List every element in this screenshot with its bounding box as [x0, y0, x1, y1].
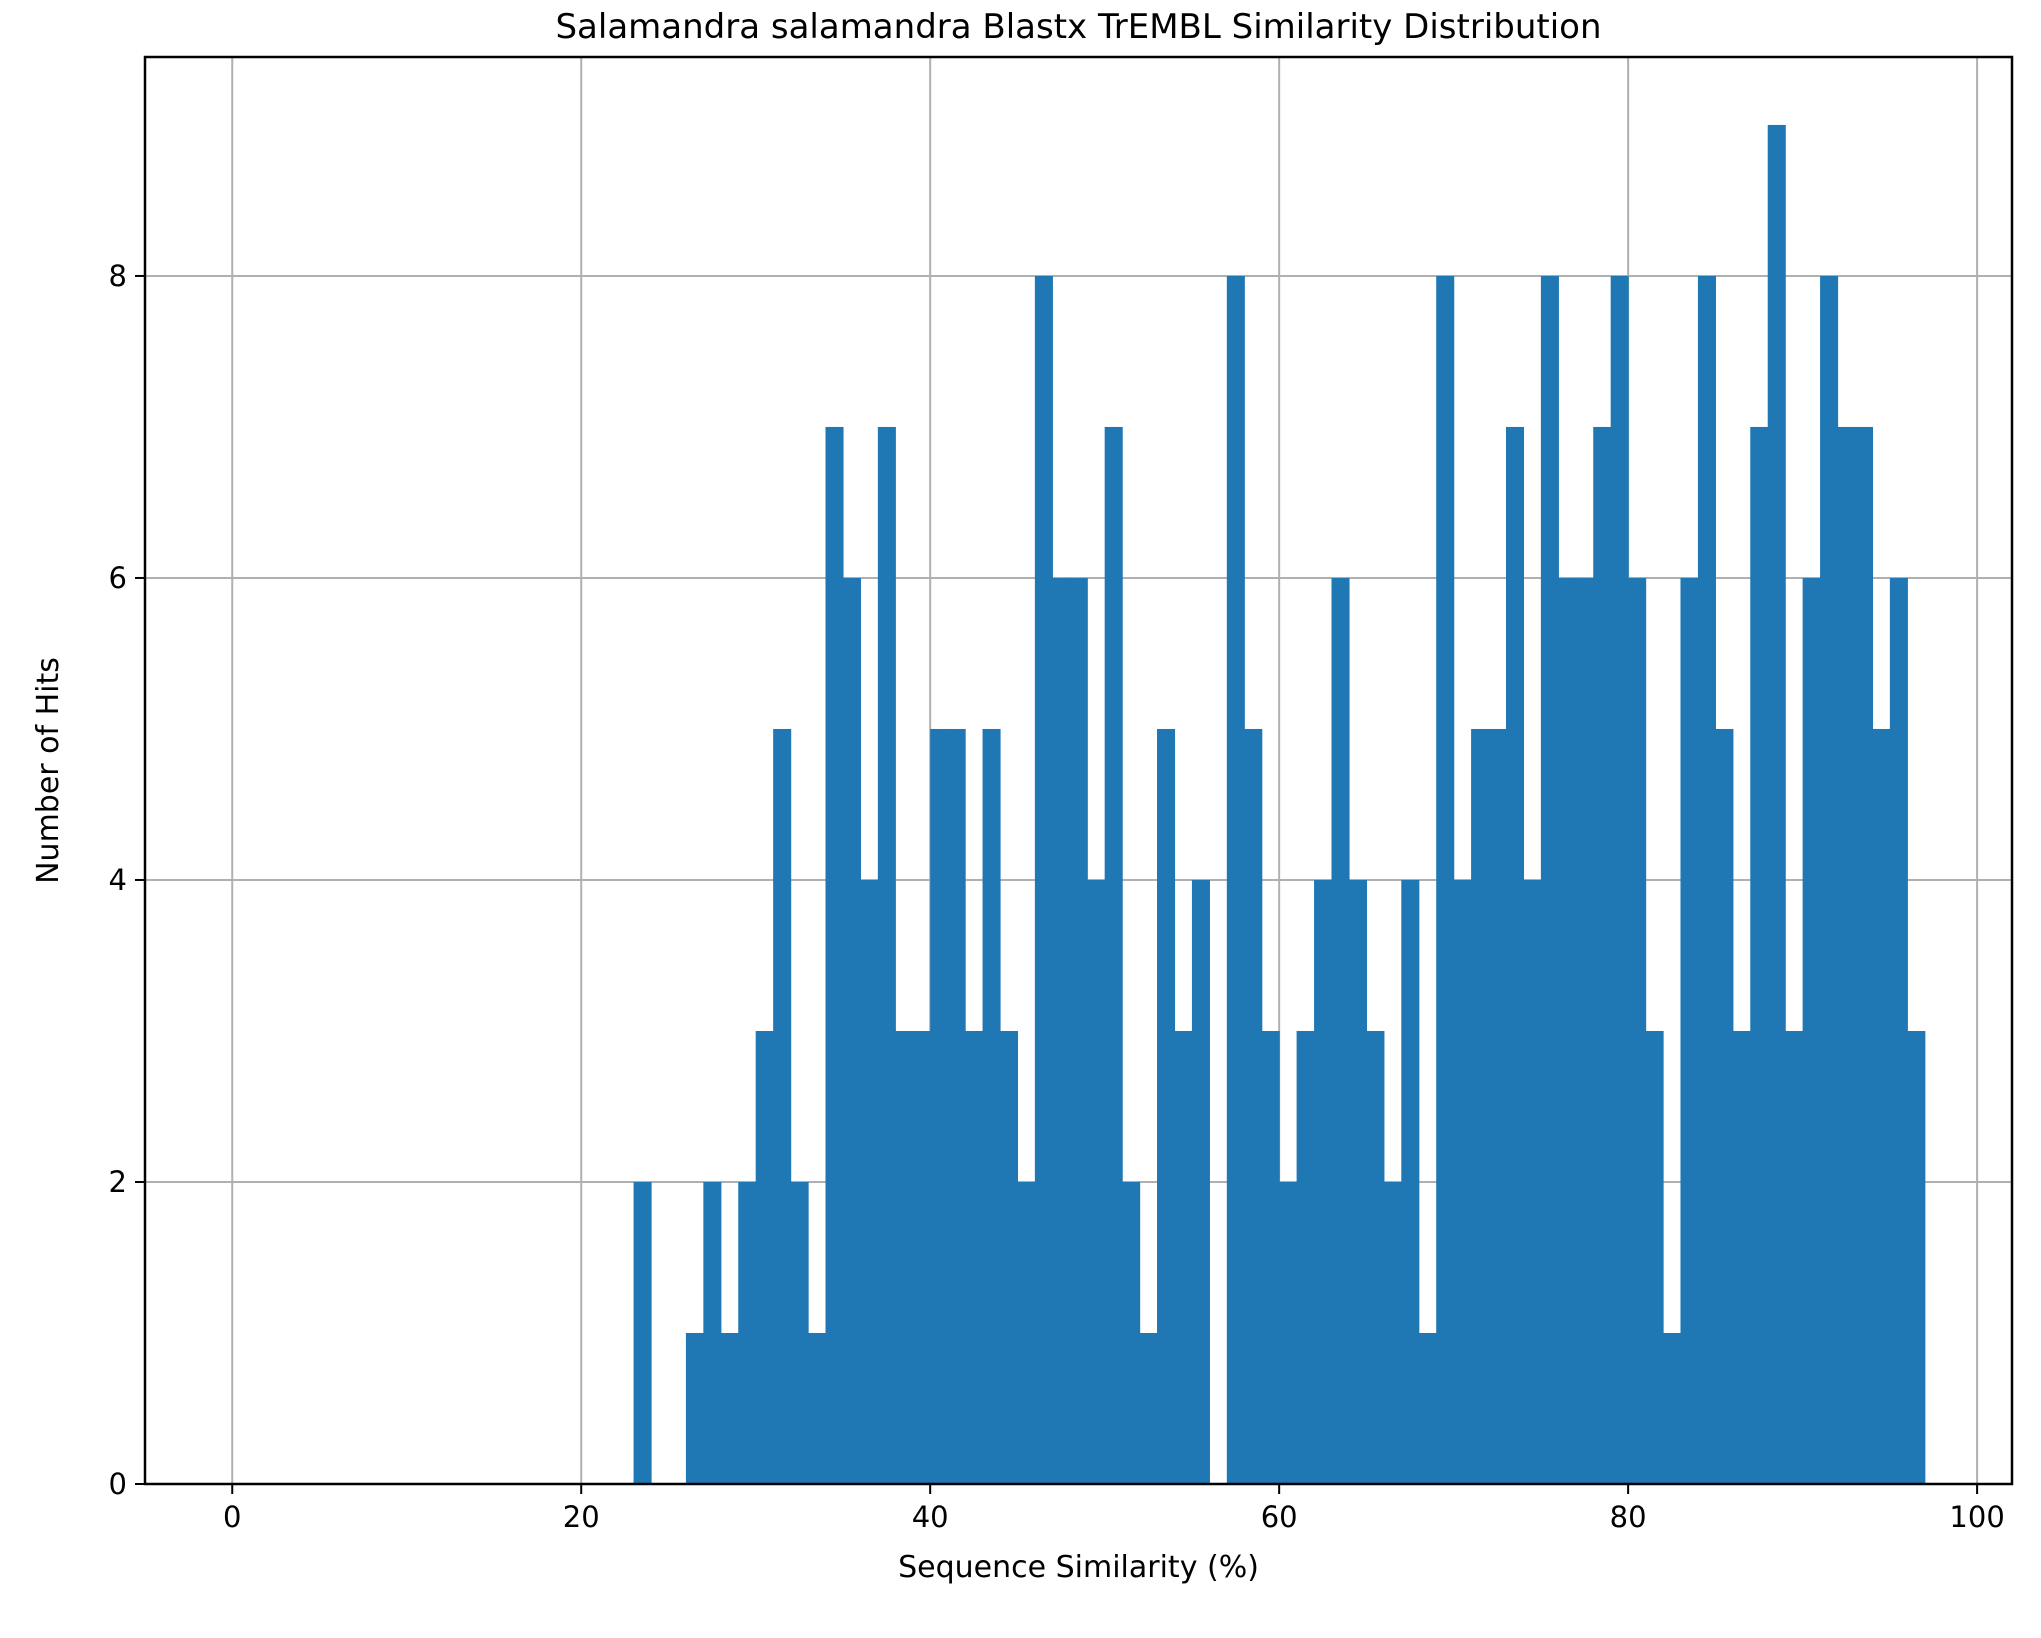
histogram-bar — [895, 1030, 914, 1484]
histogram-bar — [1331, 577, 1350, 1484]
y-tick-label: 8 — [109, 259, 127, 293]
x-tick-label: 80 — [1610, 1500, 1647, 1534]
bars-group — [633, 124, 1926, 1485]
histogram-bar — [1785, 1030, 1804, 1484]
histogram-bar — [1052, 577, 1071, 1484]
histogram-bar — [1732, 1030, 1751, 1484]
histogram-bar — [1523, 879, 1542, 1484]
y-tick-label: 4 — [109, 863, 127, 897]
histogram-bar — [1087, 879, 1106, 1484]
histogram-bar — [1244, 728, 1263, 1484]
histogram-bar — [1610, 275, 1629, 1485]
chart-title: Salamandra salamandra Blastx TrEMBL Simi… — [555, 7, 1601, 47]
histogram-bar — [1488, 728, 1507, 1484]
histogram-bar — [982, 728, 1001, 1484]
histogram-bar — [1750, 426, 1769, 1485]
histogram-bar — [755, 1030, 774, 1484]
histogram-bar — [1348, 879, 1368, 1484]
histogram-bar — [1505, 426, 1525, 1485]
x-tick-label: 0 — [223, 1500, 241, 1534]
histogram-bar — [947, 728, 966, 1484]
histogram-bar — [1418, 1332, 1437, 1484]
histogram-bar — [1174, 1030, 1193, 1484]
histogram-bar — [1017, 1181, 1036, 1484]
x-tick-label: 40 — [912, 1500, 949, 1534]
histogram-bar — [1471, 728, 1490, 1484]
histogram-bar — [1366, 1030, 1385, 1484]
plot-frame — [143, 55, 2014, 1486]
histogram-bar — [1889, 577, 1908, 1484]
histogram-bar — [1401, 879, 1420, 1484]
histogram-bar — [1820, 275, 1839, 1485]
histogram-bar — [877, 426, 896, 1485]
histogram-bar — [1767, 124, 1786, 1484]
histogram-bar — [1069, 577, 1088, 1484]
histogram-bar — [1314, 879, 1333, 1484]
y-tick-label: 2 — [109, 1165, 127, 1199]
histogram-bar — [703, 1181, 722, 1484]
histogram-bar — [1191, 879, 1210, 1484]
histogram-bar — [860, 879, 879, 1484]
histogram-bar — [1697, 275, 1716, 1485]
histogram-bar — [773, 728, 792, 1484]
histogram-bar — [1663, 1332, 1682, 1484]
histogram-bar — [1453, 879, 1472, 1484]
histogram-bar — [1645, 1030, 1664, 1484]
histogram-bar — [633, 1181, 652, 1484]
histogram-bar — [720, 1332, 739, 1484]
y-axis-label: Number of Hits — [31, 657, 66, 884]
histogram-bar — [1837, 426, 1856, 1485]
histogram-bar — [1436, 275, 1455, 1485]
histogram-bar — [1261, 1030, 1280, 1484]
histogram-bar — [1872, 728, 1891, 1484]
histogram-bar — [1680, 577, 1699, 1484]
x-axis-label: Sequence Similarity (%) — [898, 1550, 1259, 1585]
histogram-bar — [1279, 1181, 1298, 1484]
histogram-bar — [1157, 728, 1176, 1484]
histogram-bar — [1139, 1332, 1158, 1484]
histogram-bar — [1383, 1181, 1402, 1484]
ticks-group: 0 20 40 60 80 100 0 2 4 6 8 — [109, 259, 2005, 1534]
histogram-bar — [685, 1332, 704, 1484]
histogram-bar — [999, 1030, 1019, 1484]
histogram-bar — [738, 1181, 757, 1484]
histogram-bar — [1226, 275, 1245, 1485]
histogram-bar — [1802, 577, 1821, 1484]
histogram-bar — [1034, 275, 1053, 1485]
histogram-bar — [825, 426, 844, 1485]
histogram-bar — [790, 1181, 809, 1484]
histogram-bar — [1104, 426, 1123, 1485]
histogram-bar — [1593, 426, 1612, 1485]
histogram-bar — [1907, 1030, 1926, 1484]
histogram-bar — [912, 1030, 931, 1484]
histogram-bar — [1540, 275, 1559, 1485]
histogram-bar — [842, 577, 861, 1484]
histogram-bar — [1575, 577, 1594, 1484]
histogram-bar — [965, 1030, 984, 1484]
histogram-bar — [1715, 728, 1734, 1484]
y-tick-label: 0 — [109, 1467, 127, 1501]
histogram-bar — [1628, 577, 1647, 1484]
histogram-bar — [1122, 1181, 1141, 1484]
y-tick-label: 6 — [109, 561, 127, 595]
x-tick-label: 60 — [1261, 1500, 1298, 1534]
histogram-bar — [1558, 577, 1577, 1484]
axes-group — [143, 55, 2014, 1486]
histogram-bar — [808, 1332, 827, 1484]
x-tick-label: 100 — [1949, 1500, 2004, 1534]
x-tick-label: 20 — [563, 1500, 600, 1534]
histogram-bar — [930, 728, 949, 1484]
histogram-bar — [1854, 426, 1874, 1485]
histogram-bar — [1296, 1030, 1315, 1484]
